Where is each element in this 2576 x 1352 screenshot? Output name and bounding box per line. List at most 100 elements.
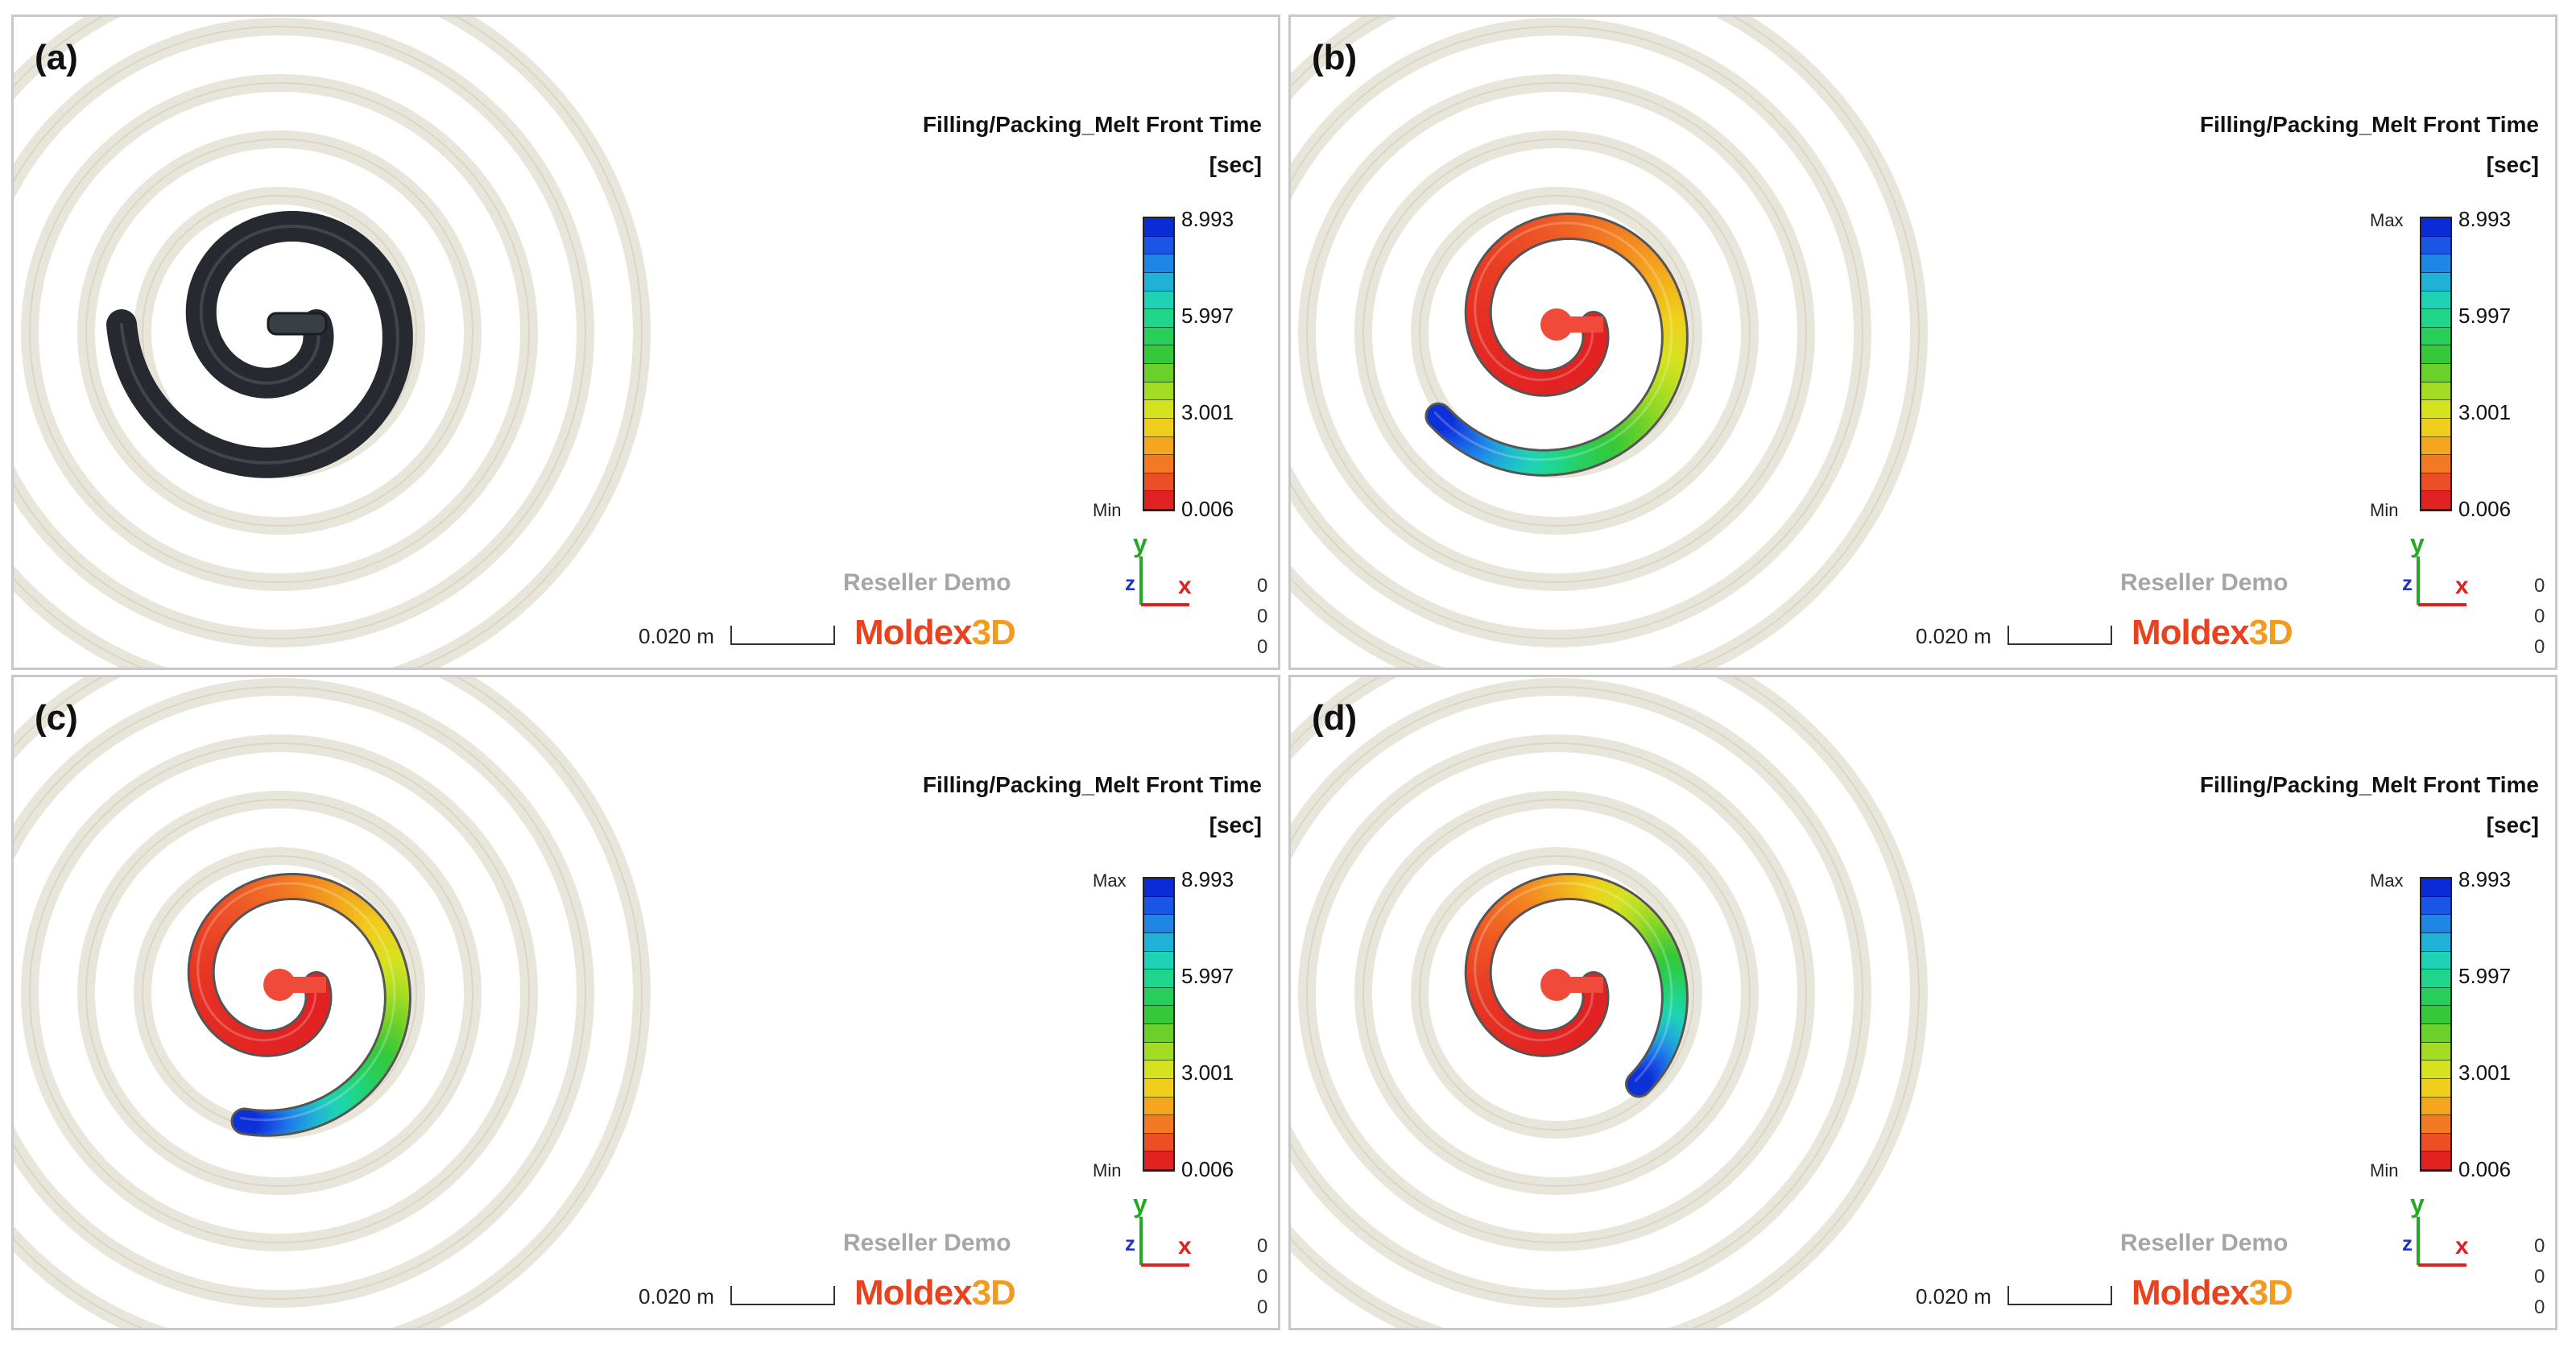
panel-c-coord-3: 0 (1257, 1296, 1268, 1318)
legend-color-step (2421, 987, 2450, 1007)
panel-c-result-unit: [sec] (1209, 812, 1262, 837)
panel-d-legend-min-marker: Min (2370, 1160, 2399, 1180)
mold-ring-edge (1362, 799, 1751, 1187)
panel-c-legend-max-marker: Max (1093, 870, 1127, 891)
mold-ring-edge (29, 82, 530, 583)
legend-color-step (2421, 1024, 2450, 1043)
legend-color-step (1144, 291, 1173, 310)
legend-color-step (1144, 896, 1173, 916)
legend-color-step (1144, 436, 1173, 456)
panel-c-axis-y-label: y (1133, 1189, 1147, 1218)
panel-a-axis-triad (1139, 556, 1189, 606)
legend-color-step (2421, 400, 2450, 419)
sprue-gate (1540, 969, 1573, 1001)
legend-color-step (2421, 896, 2450, 916)
sprue-gate (263, 969, 296, 1001)
mold-ring-edge (85, 139, 473, 527)
panel-c-scale-bar (730, 1286, 835, 1305)
panel-a-label: (a) (35, 38, 78, 77)
legend-color-step (2421, 491, 2450, 510)
mold-ring-edge (29, 742, 530, 1243)
spiral-tube-highlight (1433, 221, 1673, 461)
panel-b-legend-mid-high-value: 5.997 (2458, 304, 2512, 328)
legend-color-step (2421, 879, 2450, 897)
panel-b-color-legend: 8.993 5.997 3.001 0.006 Max Min (2370, 207, 2555, 529)
panel-d-logo-suffix: 3D (2248, 1273, 2293, 1313)
panel-c-reseller-watermark: Reseller Demo (843, 1230, 1011, 1256)
panel-a-axis-y-label: y (1133, 529, 1147, 558)
panel-c-view-coordinates: 0 0 0 (1257, 1231, 1267, 1323)
panel-d-axis-y-label: y (2410, 1189, 2425, 1218)
legend-color-step (1144, 455, 1173, 473)
panel-a-legend-min-value: 0.006 (1181, 497, 1234, 521)
panel-d-axis-z-label: z (2402, 1231, 2413, 1255)
panel-c-scene (14, 677, 651, 1328)
legend-color-step (1144, 364, 1173, 382)
panel-b: (b) Filling/Packing_Melt Front Time [sec… (1288, 14, 2557, 670)
legend-color-step (1144, 915, 1173, 933)
panel-d-axis-triad (2417, 1217, 2466, 1267)
mold-ring-edge (1291, 17, 1920, 668)
panel-c-axis-z-label: z (1125, 1231, 1135, 1255)
mold-ring-edge (14, 26, 586, 639)
legend-color-step (1144, 1097, 1173, 1116)
panel-c-moldex3d-logo: Moldex3D (854, 1273, 1016, 1313)
legend-color-step (2421, 1078, 2450, 1098)
legend-color-step (1144, 491, 1173, 510)
panel-b-result-title: Filling/Packing_Melt Front Time (2199, 112, 2539, 137)
legend-color-step (2421, 1097, 2450, 1116)
mold-ring-edge (1362, 139, 1751, 527)
legend-color-step (1144, 473, 1173, 492)
panel-b-scale-bar (2007, 626, 2112, 645)
panel-a-coord-1: 0 (1257, 575, 1268, 597)
panel-c: (c) Filling/Packing_Melt Front Time [sec… (11, 675, 1280, 1330)
panel-c-coord-1: 0 (1257, 1235, 1268, 1257)
panel-d-coord-3: 0 (2534, 1296, 2545, 1318)
legend-color-step (2421, 970, 2450, 988)
panel-b-logo-main: Moldex (2132, 613, 2250, 652)
panel-c-coord-2: 0 (1257, 1266, 1268, 1288)
panel-c-result-title: Filling/Packing_Melt Front Time (922, 772, 1262, 797)
panel-a-logo-main: Moldex (854, 613, 973, 652)
panel-b-axis-triad (2417, 556, 2466, 606)
mold-ring-edge (1291, 677, 1920, 1328)
panel-b-reseller-watermark: Reseller Demo (2120, 569, 2289, 596)
spiral-tube-highlight (1474, 882, 1673, 1082)
legend-color-step (1144, 1133, 1173, 1152)
panel-b-legend-max-marker: Max (2370, 210, 2404, 230)
panel-b-view-coordinates: 0 0 0 (2534, 571, 2545, 663)
legend-color-step (1144, 1151, 1173, 1170)
panel-c-axis-triad (1139, 1217, 1189, 1267)
panel-d-legend-bar (2420, 877, 2452, 1172)
panel-b-logo-suffix: 3D (2248, 613, 2293, 652)
legend-color-step (1144, 418, 1173, 437)
legend-color-step (1144, 236, 1173, 255)
legend-color-step (2421, 1006, 2450, 1024)
melt-front-segment (1627, 1070, 1653, 1096)
panel-c-logo-main: Moldex (854, 1273, 973, 1313)
panel-d-result-unit: [sec] (2486, 812, 2539, 837)
legend-color-step (2421, 1061, 2450, 1079)
legend-color-step (2421, 1133, 2450, 1152)
mold-ring-edge (1291, 686, 1863, 1300)
panel-d-view-coordinates: 0 0 0 (2534, 1231, 2545, 1323)
panel-c-color-legend: 8.993 5.997 3.001 0.006 Max Min (1093, 867, 1278, 1189)
panel-a-coord-2: 0 (1257, 606, 1268, 627)
panel-b-moldex3d-logo: Moldex3D (2132, 613, 2293, 653)
panel-a-legend-mid-low-value: 3.001 (1181, 400, 1234, 424)
panel-d-scene (1291, 677, 1928, 1328)
panel-d-label: (d) (1312, 698, 1358, 738)
legend-color-step (1144, 1006, 1173, 1024)
panel-a: (a) Filling/Packing_Melt Front Time [sec… (11, 14, 1280, 670)
panel-d-legend-min-value: 0.006 (2458, 1157, 2512, 1181)
legend-color-step (2421, 951, 2450, 970)
mold-ring-edge (14, 686, 586, 1300)
panel-b-scale-label: 0.020 m (1916, 624, 1991, 648)
legend-color-step (1144, 309, 1173, 328)
legend-color-step (1144, 382, 1173, 401)
panel-c-legend-mid-high-value: 5.997 (1181, 964, 1234, 988)
legend-color-step (1144, 1042, 1173, 1061)
panel-d: (d) Filling/Packing_Melt Front Time [sec… (1288, 675, 2557, 1330)
panel-d-color-legend: 8.993 5.997 3.001 0.006 Max Min (2370, 867, 2555, 1189)
panel-b-legend-min-value: 0.006 (2458, 497, 2512, 521)
